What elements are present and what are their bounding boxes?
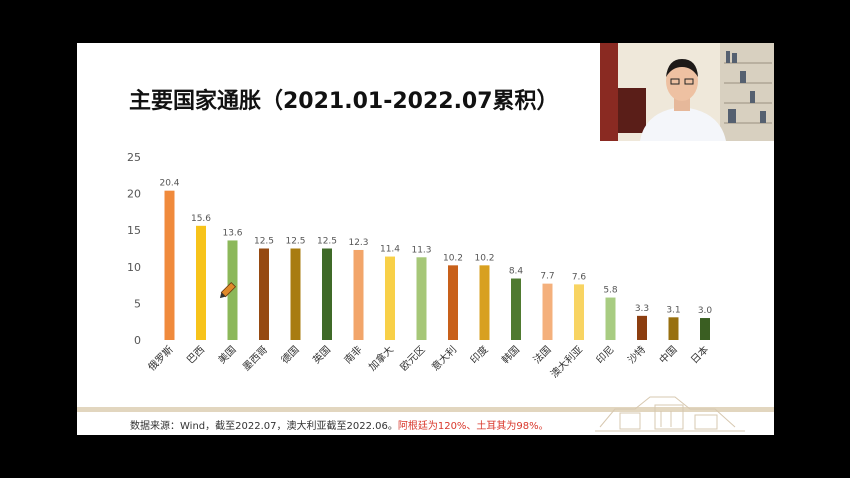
bar — [353, 249, 364, 340]
pencil-cursor-icon — [219, 281, 237, 299]
bar — [479, 265, 490, 340]
y-axis: 0 5 10 15 20 25 — [127, 151, 141, 347]
x-category-label: 欧元区 — [398, 344, 428, 374]
x-category-label: 墨西哥 — [240, 344, 270, 374]
bar-value-label: 20.4 — [159, 179, 179, 189]
x-category-label: 印度 — [467, 343, 490, 366]
x-category-label: 巴西 — [184, 344, 207, 367]
x-category-label: 沙特 — [625, 344, 648, 367]
x-category-label: 澳大利亚 — [548, 343, 585, 380]
slide-title: 主要国家通胀（2021.01-2022.07累积） — [129, 89, 559, 114]
source-note: 阿根廷为120%、土耳其为98%。 — [397, 421, 549, 432]
data-source-text: 数据来源：Wind，截至2022.07，澳大利亚截至2022.06。阿根廷为12… — [130, 417, 549, 432]
bar-value-label: 10.2 — [443, 253, 463, 263]
x-category-label: 韩国 — [499, 343, 522, 366]
bars-group — [164, 190, 710, 340]
bar-value-label: 10.2 — [474, 253, 494, 263]
decorative-building-sketch — [595, 396, 745, 432]
bar — [700, 318, 710, 340]
presenter-video-icon — [600, 43, 774, 141]
bar-value-label: 12.5 — [317, 237, 337, 247]
bar — [259, 248, 269, 340]
bar-value-label: 13.6 — [222, 228, 242, 238]
bar — [196, 225, 206, 340]
bar — [511, 278, 521, 340]
x-category-label: 法国 — [530, 343, 553, 366]
bar-value-label: 3.0 — [698, 306, 713, 316]
bar-value-label: 11.4 — [380, 245, 400, 255]
bar — [574, 284, 584, 340]
x-category-label: 中国 — [656, 343, 679, 366]
bar — [542, 283, 553, 340]
x-axis-labels: 俄罗斯 巴西 美国 墨西哥 德国 英国 南非 加拿大 欧元区 意大利 印度 韩国 法国澳大利亚 印尼 沙特中… — [145, 343, 711, 380]
bar — [637, 315, 647, 340]
y-tick-label: 10 — [127, 261, 141, 274]
bar-value-label: 7.6 — [572, 272, 587, 282]
bar-value-label: 12.3 — [348, 238, 368, 248]
bar — [448, 265, 458, 340]
y-tick-label: 25 — [127, 151, 141, 164]
bar-value-label: 8.4 — [509, 267, 524, 277]
x-category-label: 印尼 — [594, 344, 617, 367]
bar-value-label: 12.5 — [254, 237, 274, 247]
bar — [385, 256, 395, 340]
bar-chart: 0 5 10 15 20 25 20.4 15.6 13.6 12.5 12.5 12.5 12.3 1… — [127, 151, 712, 380]
y-tick-label: 5 — [134, 297, 141, 310]
bar-value-label: 12.5 — [285, 237, 305, 247]
source-text: 数据来源：Wind，截至2022.07，澳大利亚截至2022.06。 — [130, 421, 398, 432]
x-category-label: 加拿大 — [366, 343, 396, 373]
x-category-label: 意大利 — [429, 343, 459, 373]
footer-divider — [77, 407, 774, 412]
y-tick-label: 0 — [134, 334, 141, 347]
x-category-label: 英国 — [310, 343, 333, 366]
bar-value-label: 15.6 — [191, 214, 211, 224]
bar — [605, 297, 616, 340]
x-category-label: 南非 — [341, 343, 364, 366]
x-category-label: 俄罗斯 — [145, 343, 175, 373]
bar-value-label: 11.3 — [411, 245, 431, 255]
bar-value-label: 3.3 — [635, 304, 649, 314]
bar — [416, 257, 427, 340]
bar — [290, 248, 301, 340]
y-tick-label: 20 — [127, 188, 141, 201]
bar-value-label: 5.8 — [603, 286, 618, 296]
bar — [164, 190, 175, 340]
bar — [668, 317, 679, 340]
bar-value-label: 7.7 — [540, 272, 554, 282]
y-tick-label: 15 — [127, 224, 141, 237]
x-category-label: 德国 — [278, 343, 301, 366]
data-labels-group: 20.4 15.6 13.6 12.5 12.5 12.5 12.3 11.4 11.3 10.2… — [159, 179, 712, 316]
bar — [322, 248, 332, 340]
x-category-label: 日本 — [688, 343, 711, 366]
presenter-webcam — [600, 43, 774, 141]
bar-value-label: 3.1 — [666, 305, 680, 315]
x-category-label: 美国 — [215, 343, 238, 366]
